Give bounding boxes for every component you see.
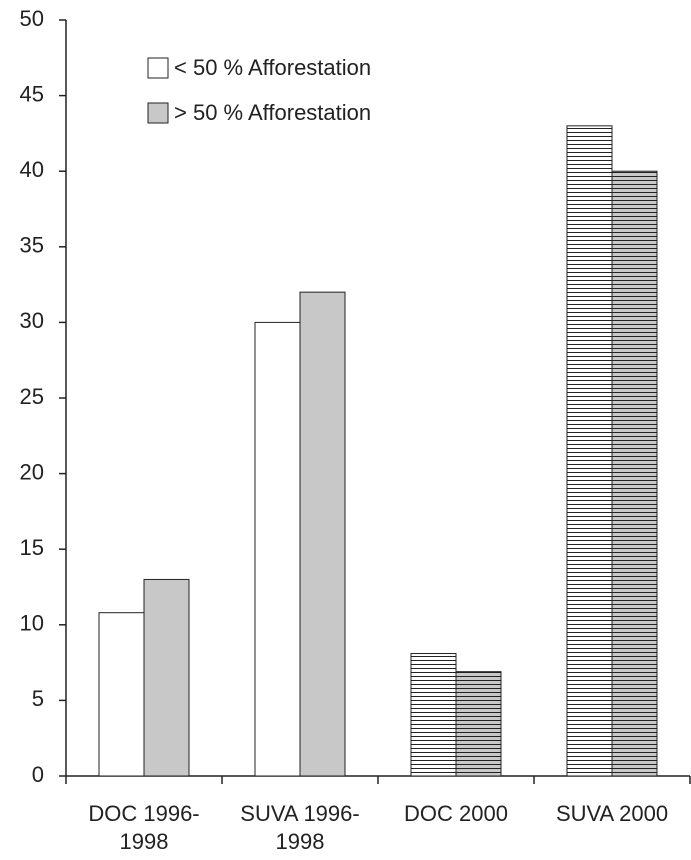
x-tick-label: SUVA 1996-1998 [240,801,360,854]
x-tick-label: SUVA 2000 [555,801,669,826]
y-tick-label: 50 [20,6,44,31]
legend-label: > 50 % Afforestation [174,100,371,125]
y-tick-label: 40 [20,157,44,182]
bar [410,653,457,777]
x-tick-label: DOC 1996-1998 [88,801,200,854]
y-tick-label: 35 [20,233,44,258]
y-tick-label: 0 [32,762,44,787]
y-tick-label: 10 [20,611,44,636]
bar [254,321,301,777]
y-tick-label: 20 [20,459,44,484]
y-tick-label: 25 [20,384,44,409]
y-tick-label: 5 [32,686,44,711]
y-tick-label: 30 [20,308,44,333]
legend-label: < 50 % Afforestation [174,55,371,80]
bar [143,578,190,777]
x-tick-label: DOC 2000 [404,801,508,826]
bar [455,671,502,777]
bar [98,612,145,777]
y-tick-label: 15 [20,535,44,560]
legend-swatch [147,57,169,79]
bar [611,170,658,777]
legend-swatch [147,102,169,124]
bar [566,125,613,777]
y-tick-label: 45 [20,81,44,106]
bar [299,291,346,777]
